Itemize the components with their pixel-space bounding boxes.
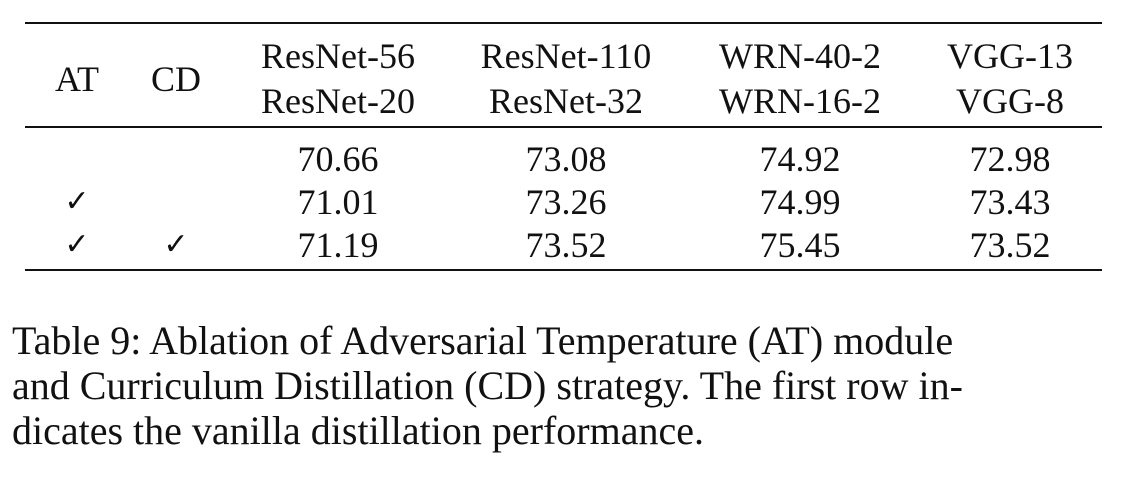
caption-line-3: dicates the vanilla distillation perform… [12, 408, 704, 453]
row-2-value-4: 73.43 [969, 182, 1051, 222]
row-2-value-2: 73.26 [525, 182, 607, 222]
header-teacher-4: VGG-13 [947, 36, 1073, 76]
row-1-value-1: 70.66 [297, 139, 379, 179]
row-3-cd-check: ✓ [163, 227, 189, 262]
row-1-value-4: 72.98 [969, 139, 1051, 179]
row-3-value-2: 73.52 [525, 225, 607, 265]
table-header-rule [25, 126, 1102, 128]
caption-line-1: Table 9: Ablation of Adversarial Tempera… [12, 318, 954, 363]
header-student-4: VGG-8 [956, 81, 1064, 121]
header-at: AT [55, 59, 99, 99]
header-cd: CD [150, 59, 201, 99]
row-2-at-check: ✓ [64, 184, 90, 219]
table-bottom-rule [25, 269, 1102, 271]
row-2-value-3: 74.99 [759, 182, 841, 222]
row-3-value-4: 73.52 [969, 225, 1051, 265]
table-top-rule [25, 22, 1102, 24]
header-student-3: WRN-16-2 [719, 81, 881, 121]
row-1-value-2: 73.08 [525, 139, 607, 179]
table-caption: Table 9: Ablation of Adversarial Tempera… [12, 318, 1138, 453]
header-student-2: ResNet-32 [489, 81, 643, 121]
row-3-value-3: 75.45 [759, 225, 841, 265]
header-student-1: ResNet-20 [261, 81, 415, 121]
header-teacher-2: ResNet-110 [480, 36, 652, 76]
header-teacher-3: WRN-40-2 [719, 36, 881, 76]
row-2-value-1: 71.01 [297, 182, 379, 222]
row-1-value-3: 74.92 [759, 139, 841, 179]
caption-line-2: and Curriculum Distillation (CD) strateg… [12, 363, 963, 408]
row-3-value-1: 71.19 [297, 225, 379, 265]
row-3-at-check: ✓ [64, 227, 90, 262]
header-teacher-1: ResNet-56 [261, 36, 415, 76]
